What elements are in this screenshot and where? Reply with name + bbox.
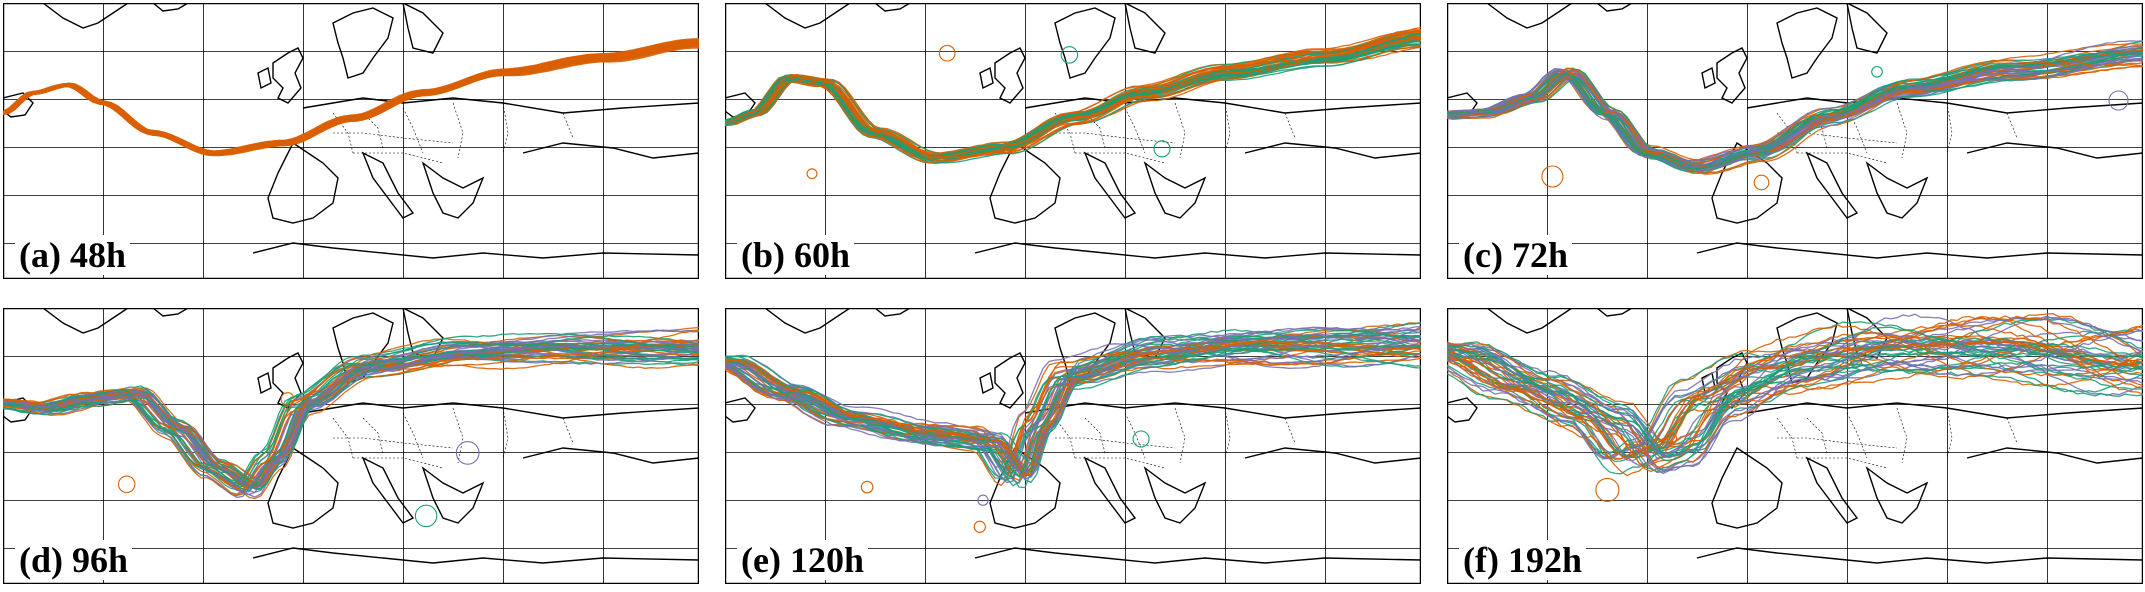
ensemble-trajectories bbox=[1447, 313, 2143, 555]
panel-c: (c) 72h bbox=[1447, 3, 2143, 279]
panel-label-b: (b) 60h bbox=[737, 235, 855, 275]
map-frame bbox=[1447, 3, 2143, 279]
coastlines bbox=[3, 3, 699, 259]
trajectory-line bbox=[3, 338, 699, 497]
eddy-loop bbox=[1666, 433, 1678, 444]
trajectory-line bbox=[3, 332, 699, 492]
eddy-loop bbox=[414, 504, 438, 528]
trajectory-line bbox=[1447, 49, 2143, 168]
trajectory-line bbox=[1447, 340, 2143, 459]
coastlines bbox=[725, 3, 1421, 259]
panel-label-e: (e) 120h bbox=[737, 540, 868, 580]
trajectory-line bbox=[3, 41, 699, 155]
trajectory-line bbox=[725, 336, 1421, 478]
trajectory-line bbox=[1447, 50, 2143, 167]
eddy-loop bbox=[860, 480, 874, 494]
eddy-loop bbox=[1153, 140, 1171, 158]
eddy-loop bbox=[280, 392, 295, 407]
trajectory-line bbox=[3, 345, 699, 489]
trajectory-line bbox=[3, 353, 699, 489]
trajectory-line bbox=[1447, 341, 2143, 460]
trajectory-line bbox=[1447, 331, 2143, 473]
trajectory-line bbox=[1447, 324, 2143, 477]
eddy-loop bbox=[938, 44, 956, 62]
panel-a: (a) 48h bbox=[3, 3, 699, 279]
coastlines bbox=[3, 308, 699, 564]
eddy-loop bbox=[1132, 430, 1150, 448]
trajectory-line bbox=[1447, 329, 2143, 456]
eddy-loop bbox=[117, 475, 136, 494]
eddy-loop bbox=[455, 441, 480, 465]
trajectory-line bbox=[1447, 321, 2143, 475]
eddy-loop bbox=[1753, 174, 1770, 191]
panel-label-a: (a) 48h bbox=[15, 235, 130, 275]
graticule bbox=[3, 3, 699, 279]
eddy-loop bbox=[2108, 90, 2129, 111]
map-frame bbox=[725, 308, 1421, 584]
map-f bbox=[1447, 308, 2143, 584]
ensemble-trajectories bbox=[3, 38, 699, 157]
panel-label-d: (d) 96h bbox=[15, 540, 133, 580]
trajectory-line bbox=[1447, 340, 2143, 460]
map-frame bbox=[3, 3, 699, 279]
eddy-loop bbox=[977, 494, 989, 506]
ensemble-trajectories bbox=[725, 27, 1421, 180]
trajectory-line bbox=[725, 327, 1421, 480]
trajectory-line bbox=[725, 33, 1421, 157]
panel-label-f: (f) 192h bbox=[1459, 540, 1586, 580]
panel-f: (f) 192h bbox=[1447, 308, 2143, 584]
eddy-loop bbox=[1541, 165, 1564, 188]
trajectory-line bbox=[725, 344, 1421, 478]
map-d bbox=[3, 308, 699, 584]
map-b bbox=[725, 3, 1421, 279]
ensemble-trajectories bbox=[3, 326, 699, 528]
panel-b: (b) 60h bbox=[725, 3, 1421, 279]
ensemble-trajectories bbox=[1447, 39, 2143, 191]
trajectory-line bbox=[1447, 53, 2143, 168]
trajectory-line bbox=[1447, 318, 2143, 459]
trajectory-line bbox=[1447, 53, 2143, 171]
eddy-loop bbox=[1871, 65, 1883, 78]
trajectory-line bbox=[725, 334, 1421, 468]
eddy-loop bbox=[806, 168, 818, 180]
trajectory-line bbox=[1447, 326, 2143, 473]
trajectory-line bbox=[1447, 313, 2143, 445]
map-a bbox=[3, 3, 699, 279]
eddy-loop bbox=[1850, 356, 1863, 368]
ensemble-trajectories bbox=[725, 321, 1421, 533]
trajectory-line bbox=[725, 36, 1421, 159]
panel-d: (d) 96h bbox=[3, 308, 699, 584]
eddy-loop bbox=[973, 520, 986, 533]
trajectory-line bbox=[1447, 60, 2143, 165]
eddy-loop bbox=[1595, 477, 1620, 502]
map-e bbox=[725, 308, 1421, 584]
map-c bbox=[1447, 3, 2143, 279]
panel-e: (e) 120h bbox=[725, 308, 1421, 584]
trajectory-line bbox=[1447, 59, 2143, 167]
eddy-loop bbox=[1060, 46, 1079, 64]
trajectory-line bbox=[725, 30, 1421, 162]
trajectory-line bbox=[1447, 315, 2143, 469]
trajectory-line bbox=[1447, 340, 2143, 459]
panel-label-c: (c) 72h bbox=[1459, 235, 1572, 275]
trajectory-line bbox=[725, 344, 1421, 473]
trajectory-line bbox=[1447, 316, 2143, 451]
